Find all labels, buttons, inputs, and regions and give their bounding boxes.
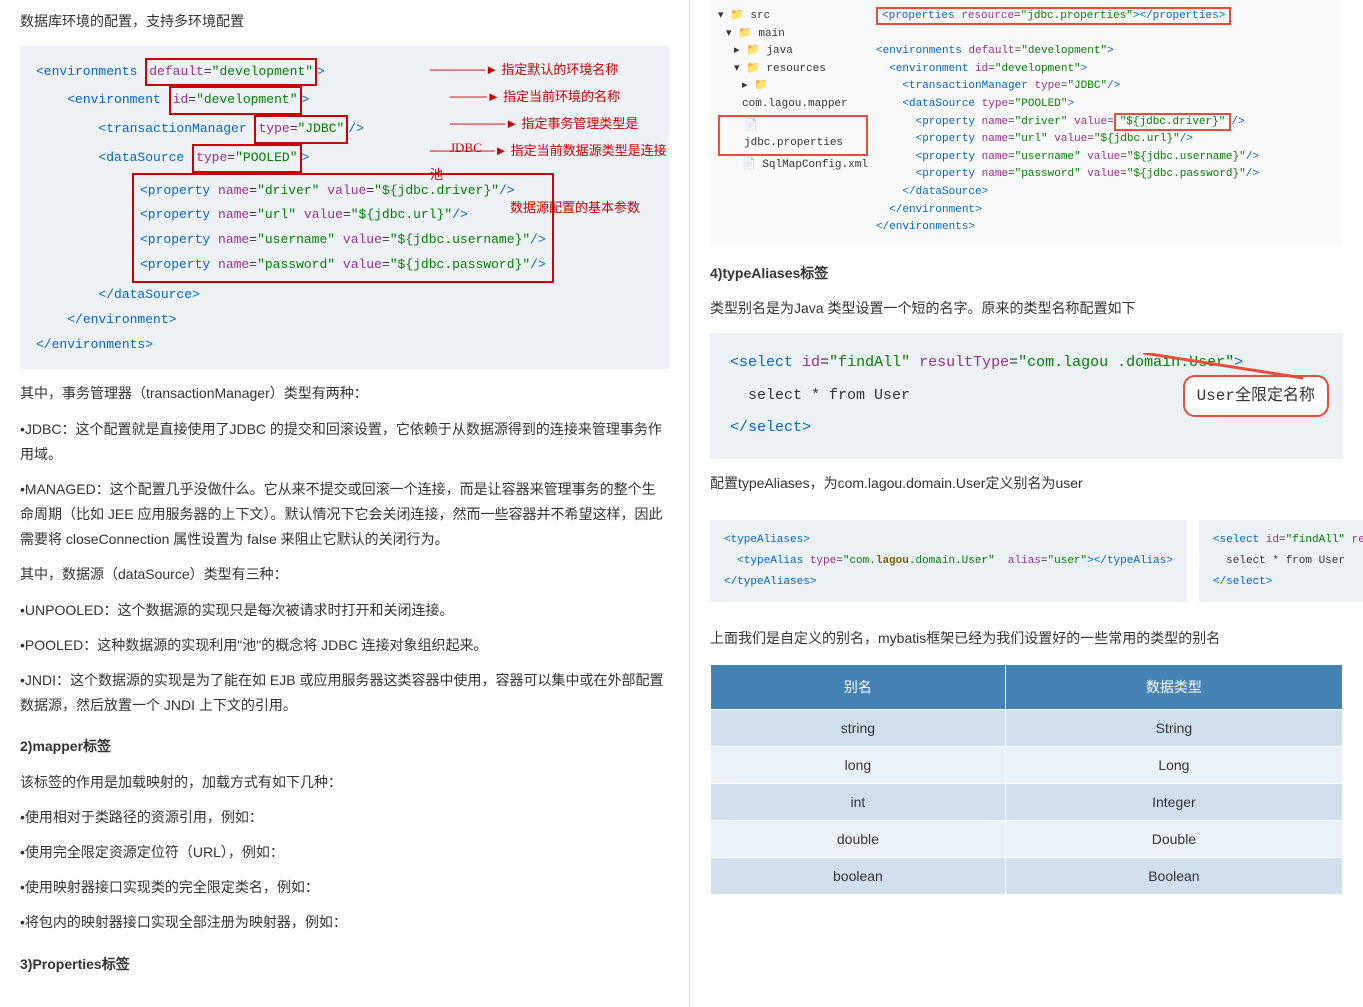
top-code: <properties resource="jdbc.properties"><… [876, 8, 1335, 237]
table-row: doubleDouble [711, 820, 1343, 857]
typealiases-code: <typeAliases> <typeAlias type="com.lagou… [710, 520, 1187, 603]
para-m1: •使用相对于类路径的资源引用，例如： [20, 805, 669, 830]
para-m4: •将包内的映射器接口实现全部注册为映射器，例如： [20, 910, 669, 935]
dual-code-blocks: <typeAliases> <typeAlias type="com.lagou… [710, 508, 1343, 615]
para-pooled: •POOLED：这种数据源的实现利用"池"的概念将 JDBC 连接对象组织起来。 [20, 633, 669, 658]
para-m2: •使用完全限定资源定位符（URL），例如： [20, 840, 669, 865]
table-header: 数据类型 [1005, 664, 1342, 709]
left-column: 数据库环境的配置，支持多环境配置 ──────► 指定默认的环境名称 ────►… [0, 0, 690, 1007]
environments-code-block: ──────► 指定默认的环境名称 ────► 指定当前环境的名称 ──────… [20, 46, 669, 370]
page-container: 数据库环境的配置，支持多环境配置 ──────► 指定默认的环境名称 ────►… [0, 0, 1363, 1007]
para-ta-intro: 类型别名是为Java 类型设置一个短的名字。原来的类型名称配置如下 [710, 296, 1343, 321]
annotation-5: 数据源配置的基本参数 [510, 196, 640, 221]
top-diagram: ▾ 📁 src ▾ 📁 main ▸ 📁 java ▾ 📁 resources … [710, 0, 1343, 245]
heading-mapper: 2)mapper标签 [20, 734, 669, 759]
para-unpooled: •UNPOOLED：这个数据源的实现只是每次被请求时打开和关闭连接。 [20, 598, 669, 623]
para-tm: 其中，事务管理器（transactionManager）类型有两种： [20, 381, 669, 406]
table-row: intInteger [711, 783, 1343, 820]
para-jndi: •JNDI：这个数据源的实现是为了能在如 EJB 或应用服务器这类容器中使用，容… [20, 668, 669, 718]
heading-typealiases: 4)typeAliases标签 [710, 261, 1343, 286]
table-header: 别名 [711, 664, 1006, 709]
table-row: longLong [711, 746, 1343, 783]
right-column: ▾ 📁 src ▾ 📁 main ▸ 📁 java ▾ 📁 resources … [690, 0, 1363, 1007]
table-row: booleanBoolean [711, 857, 1343, 894]
heading-properties: 3)Properties标签 [20, 952, 669, 977]
para-managed: •MANAGED：这个配置几乎没做什么。它从来不提交或回滚一个连接，而是让容器来… [20, 477, 669, 553]
annotation-2: ────► 指定当前环境的名称 [450, 85, 620, 110]
table-row: stringString [711, 709, 1343, 746]
annotation-4: ───────► 指定当前数据源类型是连接池 [430, 139, 669, 188]
intro-text: 数据库环境的配置，支持多环境配置 [20, 10, 669, 34]
para-ta-builtin: 上面我们是自定义的别名，mybatis框架已经为我们设置好的一些常用的类型的别名 [710, 626, 1343, 651]
para-m3: •使用映射器接口实现类的完全限定类名，例如： [20, 875, 669, 900]
para-ta-config: 配置typeAliases，为com.lagou.domain.User定义别名… [710, 471, 1343, 496]
select-line-3: </select> [730, 414, 1323, 443]
para-mapper-intro: 该标签的作用是加载映射的，加载方式有如下几种： [20, 770, 669, 795]
annotation-1: ──────► 指定默认的环境名称 [430, 58, 618, 83]
para-ds: 其中，数据源（dataSource）类型有三种： [20, 562, 669, 587]
file-tree: ▾ 📁 src ▾ 📁 main ▸ 📁 java ▾ 📁 resources … [718, 8, 868, 237]
select-code-block: <select id="findAll" resultType="com.lag… [710, 333, 1343, 459]
select-alias-code: <select id="findAll" resultType="user"> … [1199, 520, 1363, 603]
para-jdbc: •JDBC：这个配置就是直接使用了JDBC 的提交和回滚设置，它依赖于从数据源得… [20, 417, 669, 467]
alias-table: 别名数据类型 stringStringlongLongintIntegerdou… [710, 664, 1343, 895]
